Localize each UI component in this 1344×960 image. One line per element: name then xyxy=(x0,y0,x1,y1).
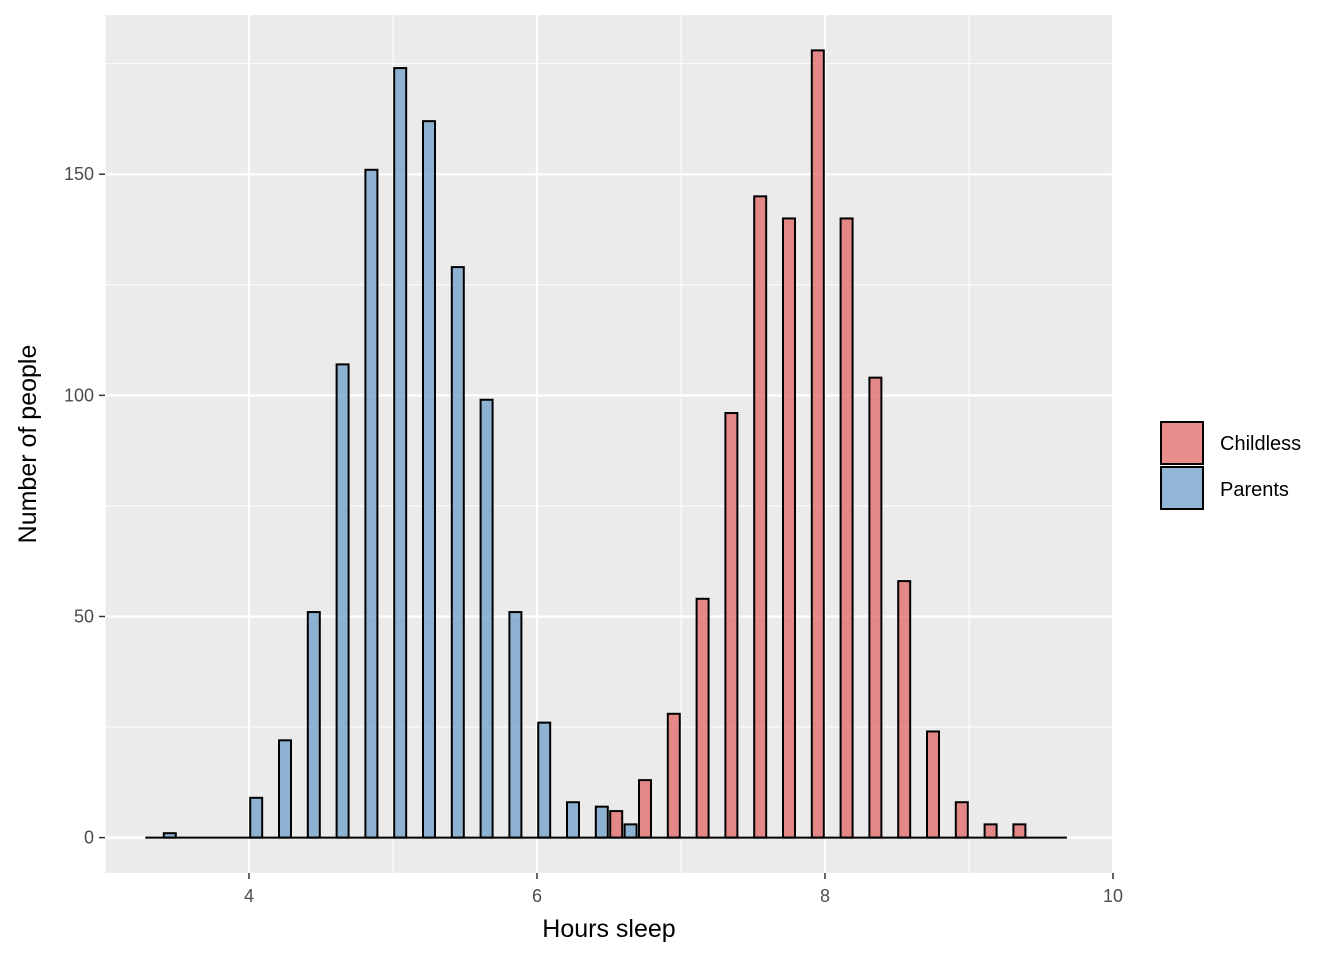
bar-childless-7.0 xyxy=(666,712,681,839)
bar-parents-6.0 xyxy=(537,721,552,839)
y-tick-label: 50 xyxy=(74,606,94,626)
legend-key-childless xyxy=(1160,421,1204,465)
legend-label-parents: Parents xyxy=(1220,479,1289,501)
bar-childless-8.6 xyxy=(897,580,912,839)
bar-parents-5.8 xyxy=(508,611,523,839)
bar-childless-9.2 xyxy=(983,823,998,839)
plot-panel xyxy=(105,15,1113,873)
bar-childless-7.4 xyxy=(724,412,739,839)
bar-childless-6.6 xyxy=(609,810,624,839)
bar-parents-6.2 xyxy=(566,801,580,839)
x-tick-label: 8 xyxy=(820,886,830,906)
bar-parents-4.8 xyxy=(364,168,379,839)
y-tick-label: 100 xyxy=(64,385,94,405)
bar-childless-7.2 xyxy=(695,597,710,839)
bars xyxy=(162,49,1027,839)
y-tick-label: 150 xyxy=(64,164,94,184)
bar-parents-5.2 xyxy=(422,120,436,839)
x-tick-label: 6 xyxy=(532,886,542,906)
bar-childless-7.6 xyxy=(753,195,768,839)
bar-childless-8.4 xyxy=(868,376,883,839)
y-axis-title: Number of people xyxy=(14,345,42,544)
x-axis-title: Hours sleep xyxy=(542,915,675,943)
bar-parents-6.4 xyxy=(594,805,609,839)
x-tick-label: 4 xyxy=(244,886,254,906)
bar-parents-5.6 xyxy=(479,398,494,839)
x-tick-label: 10 xyxy=(1103,886,1123,906)
bar-parents-5.4 xyxy=(450,266,465,839)
y-tick-label: 0 xyxy=(84,828,94,848)
legend: Childless Parents xyxy=(1160,421,1301,510)
bar-parents-4.4 xyxy=(306,611,321,839)
bar-parents-4.2 xyxy=(278,739,292,839)
legend-label-childless: Childless xyxy=(1220,433,1301,455)
bar-childless-8.0 xyxy=(810,49,825,839)
y-axis: 0 50 100 150 xyxy=(64,164,105,848)
bar-childless-7.8 xyxy=(782,217,796,839)
bar-childless-9.0 xyxy=(954,801,969,839)
bar-parents-5.0 xyxy=(393,67,408,839)
legend-key-parents xyxy=(1160,466,1204,510)
bar-childless-6.8 xyxy=(638,779,652,839)
x-axis: 4 6 8 10 xyxy=(244,873,1123,906)
bar-parents-4.6 xyxy=(335,363,350,839)
bar-childless-8.2 xyxy=(839,217,854,839)
bar-parents-4.0 xyxy=(249,796,264,839)
bar-parents-6.6 xyxy=(623,823,638,839)
bar-childless-8.8 xyxy=(926,730,940,839)
bar-childless-9.4 xyxy=(1012,823,1027,839)
